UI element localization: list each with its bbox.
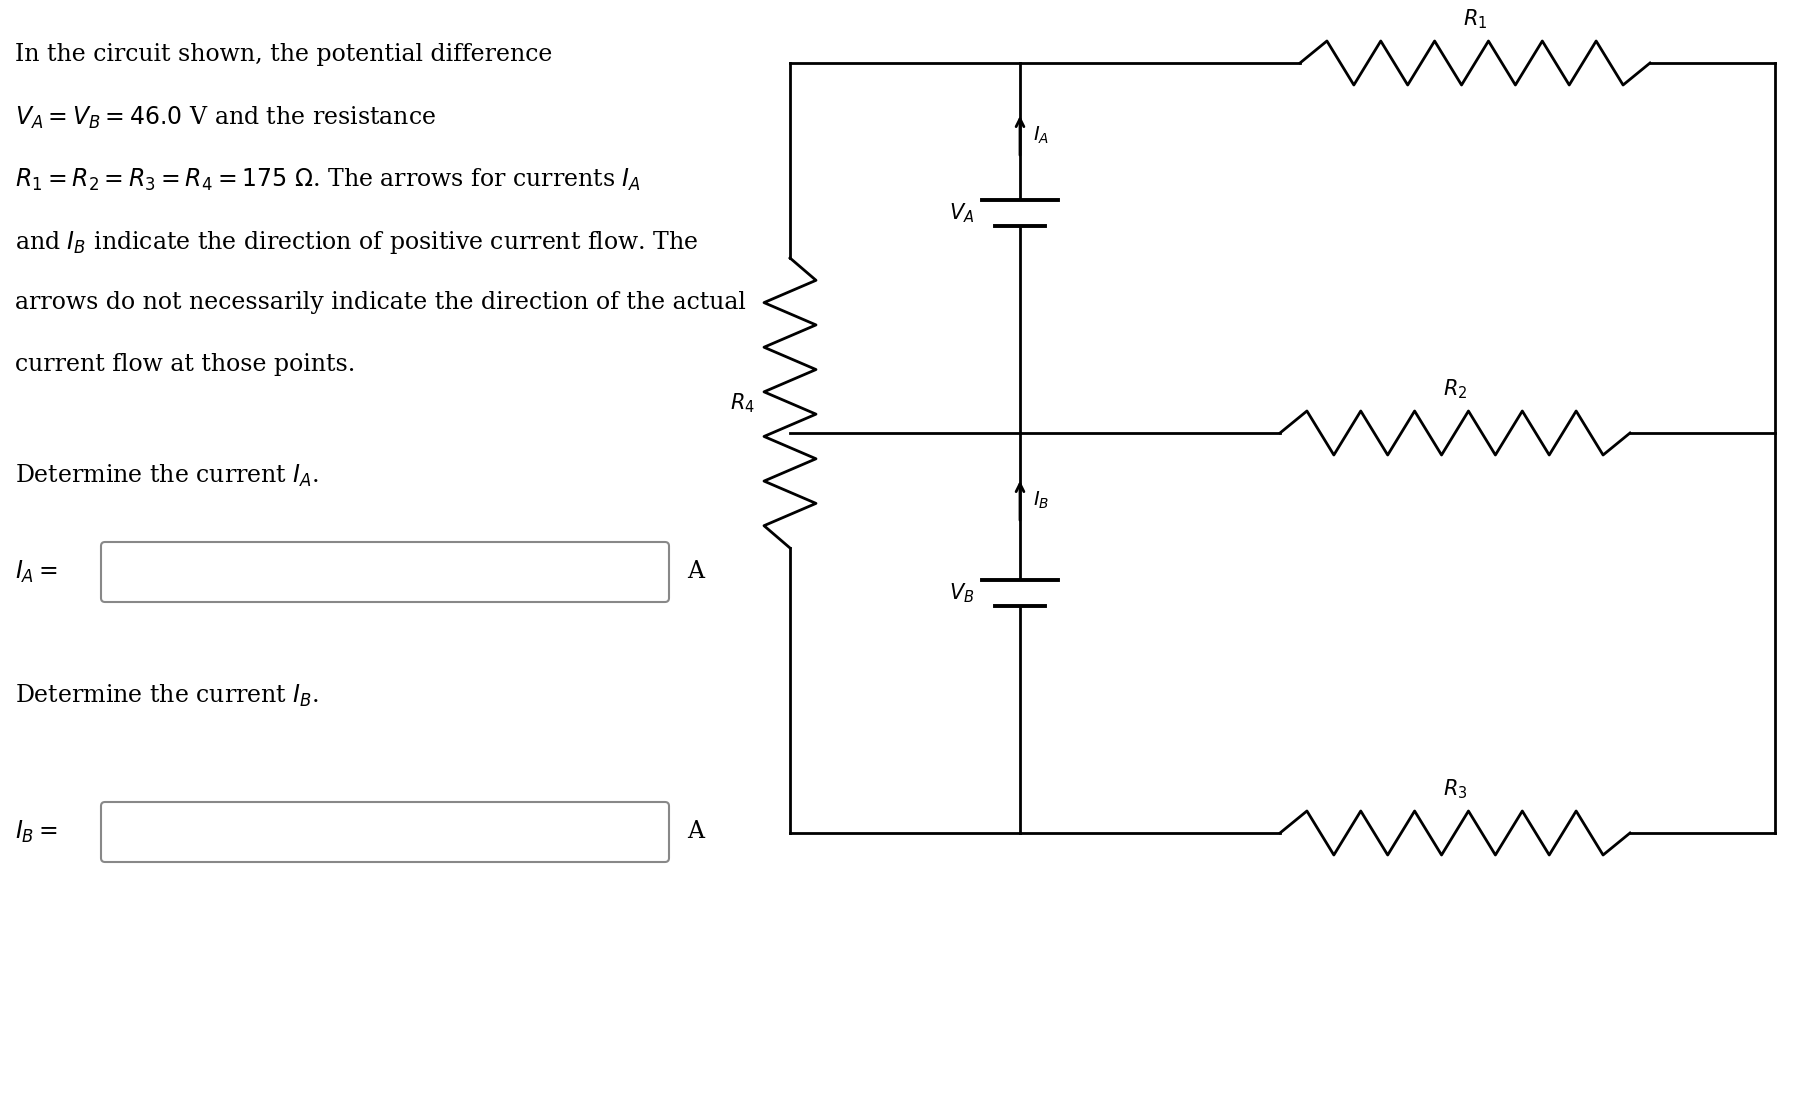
FancyBboxPatch shape [101,802,668,862]
Text: $V_B$: $V_B$ [949,581,974,605]
FancyBboxPatch shape [101,542,668,601]
Text: $I_A$: $I_A$ [1034,125,1050,146]
Text: $I_A =$: $I_A =$ [14,559,58,585]
Text: $V_A = V_B = 46.0$ V and the resistance: $V_A = V_B = 46.0$ V and the resistance [14,105,436,131]
Text: Determine the current $I_B$.: Determine the current $I_B$. [14,683,319,709]
Text: $R_4$: $R_4$ [729,391,755,415]
Text: and $I_B$ indicate the direction of positive current flow. The: and $I_B$ indicate the direction of posi… [14,229,699,256]
Text: $R_1$: $R_1$ [1462,8,1488,31]
Text: A: A [686,560,704,584]
Text: $R_3$: $R_3$ [1443,777,1468,800]
Text: $R_2$: $R_2$ [1443,378,1468,401]
Text: $I_B$: $I_B$ [1034,490,1050,511]
Text: $R_1 = R_2 = R_3 = R_4 = 175\ \Omega$. The arrows for currents $I_A$: $R_1 = R_2 = R_3 = R_4 = 175\ \Omega$. T… [14,167,641,193]
Text: Determine the current $I_A$.: Determine the current $I_A$. [14,463,319,490]
Text: arrows do not necessarily indicate the direction of the actual: arrows do not necessarily indicate the d… [14,291,746,314]
Text: In the circuit shown, the potential difference: In the circuit shown, the potential diff… [14,42,553,66]
Text: $V_A$: $V_A$ [949,201,974,225]
Text: current flow at those points.: current flow at those points. [14,353,355,376]
Text: A: A [686,821,704,843]
Text: $I_B =$: $I_B =$ [14,818,58,845]
